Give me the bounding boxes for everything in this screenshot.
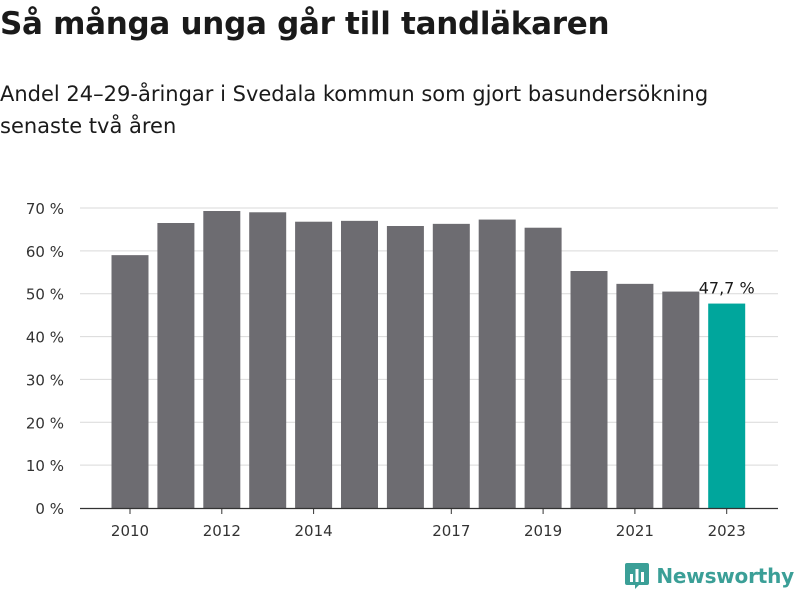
x-tick-label: 2010 (111, 522, 149, 540)
y-tick-label: 40 % (26, 329, 64, 347)
bar (524, 227, 562, 508)
y-tick-label: 30 % (26, 371, 64, 389)
bar (203, 211, 241, 508)
data-label: 47,7 % (699, 279, 755, 298)
y-tick-label: 50 % (26, 286, 64, 304)
x-tick-label: 2017 (432, 522, 470, 540)
bar (157, 223, 195, 508)
bar (386, 226, 424, 508)
y-tick-label: 20 % (26, 414, 64, 432)
logo-text: Newsworthy (656, 564, 794, 588)
x-tick-label: 2014 (295, 522, 333, 540)
bar (432, 223, 470, 508)
y-tick-label: 10 % (26, 457, 64, 475)
bar (616, 283, 654, 508)
bar (478, 219, 516, 509)
y-tick-label: 60 % (26, 243, 64, 261)
newsworthy-logo: Newsworthy (624, 562, 794, 590)
bar (111, 255, 149, 508)
bar (295, 221, 333, 508)
x-tick-label: 2012 (203, 522, 241, 540)
bar (249, 212, 287, 509)
x-tick-label: 2019 (524, 522, 562, 540)
x-tick-label: 2023 (708, 522, 746, 540)
bar (570, 271, 608, 508)
bar (662, 291, 700, 508)
bar (708, 303, 746, 508)
x-tick-label: 2021 (616, 522, 654, 540)
chart-title: Så många unga går till tandläkaren (0, 6, 610, 42)
chart-subtitle: Andel 24–29-åringar i Svedala kommun som… (0, 82, 709, 138)
bar (341, 220, 378, 508)
y-tick-label: 70 % (26, 200, 64, 218)
bar-chart-logo-icon (625, 563, 650, 589)
y-tick-label: 0 % (35, 500, 64, 518)
